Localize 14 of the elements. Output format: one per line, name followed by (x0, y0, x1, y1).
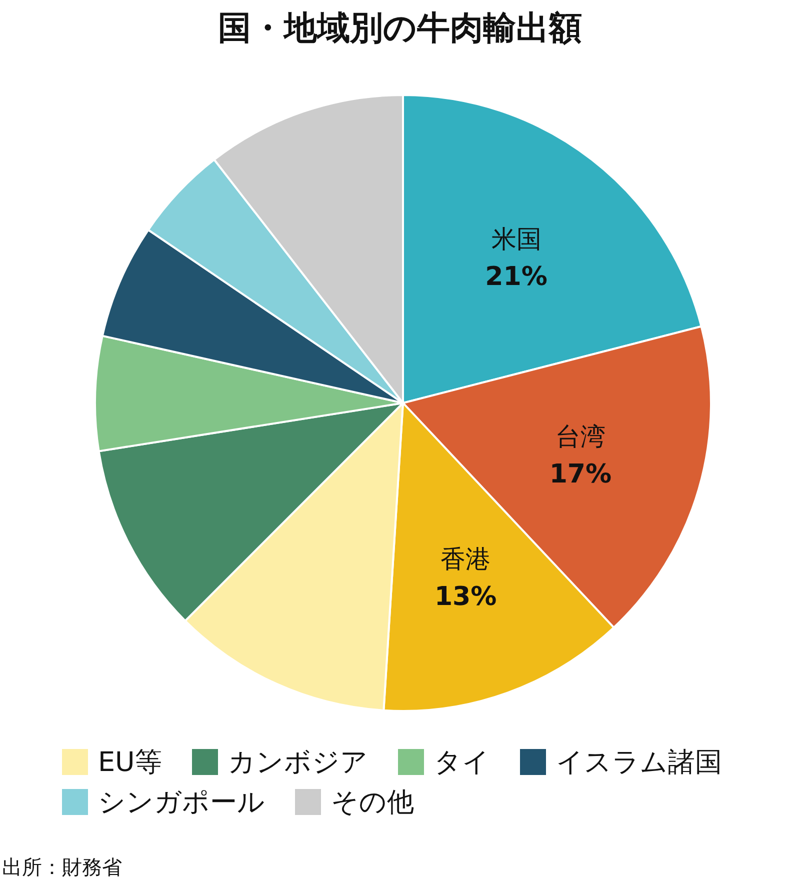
slice-label: 香港 (440, 544, 491, 574)
chart-title: 国・地域別の牛肉輸出額 (217, 7, 583, 49)
data-label: 17% (549, 460, 612, 490)
legend-label: EU等 (98, 746, 162, 780)
slice-label: 米国 (491, 224, 542, 254)
legend-label: イスラム諸国 (556, 746, 722, 780)
legend-label: その他 (331, 786, 414, 820)
text: 出所：財務省 (2, 854, 122, 881)
legend-label: シンガポール (98, 786, 265, 820)
data-label: 21% (485, 262, 548, 292)
legend-label: カンボジア (228, 746, 368, 780)
legend-label: タイ (434, 746, 490, 780)
slice-label: 台湾 (555, 422, 606, 452)
data-label: 13% (434, 582, 497, 612)
